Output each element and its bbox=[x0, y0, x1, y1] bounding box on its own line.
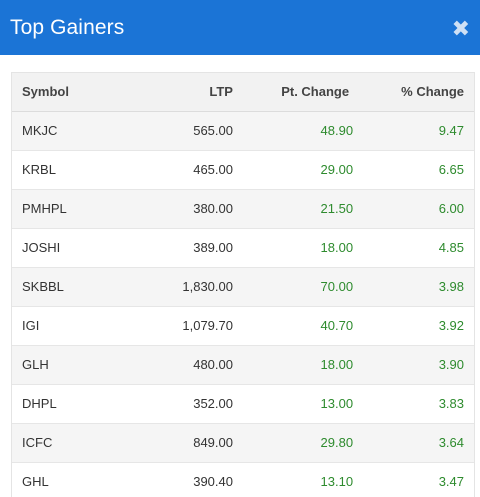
gainers-table-container: Symbol LTP Pt. Change % Change MKJC 565.… bbox=[11, 72, 475, 497]
cell-pct-change: 6.00 bbox=[438, 201, 464, 216]
table-row[interactable]: ICFC 849.00 29.80 3.64 bbox=[12, 423, 474, 462]
cell-pt-change: 21.50 bbox=[320, 201, 354, 216]
cell-pct-change: 3.64 bbox=[438, 435, 464, 450]
cell-ltp: 389.00 bbox=[193, 240, 233, 255]
cell-symbol: MKJC bbox=[22, 123, 58, 138]
cell-pct-change: 3.83 bbox=[438, 396, 464, 411]
cell-ltp: 390.40 bbox=[193, 474, 233, 490]
cell-pt-change: 18.00 bbox=[320, 240, 354, 255]
table-row[interactable]: GLH 480.00 18.00 3.90 bbox=[12, 345, 474, 384]
close-icon[interactable]: ✖ bbox=[451, 15, 470, 41]
cell-pct-change: 9.47 bbox=[438, 123, 464, 138]
table-row[interactable]: MKJC 565.00 48.90 9.47 bbox=[12, 111, 474, 150]
table-row[interactable]: JOSHI 389.00 18.00 4.85 bbox=[12, 228, 474, 267]
cell-symbol: DHPL bbox=[22, 396, 57, 411]
cell-pt-change: 48.90 bbox=[320, 123, 354, 138]
cell-ltp: 480.00 bbox=[193, 357, 233, 372]
cell-pct-change: 3.92 bbox=[438, 318, 464, 333]
cell-symbol: SKBBL bbox=[22, 279, 64, 294]
cell-ltp: 465.00 bbox=[193, 162, 233, 177]
cell-symbol: ICFC bbox=[22, 435, 53, 450]
table-row[interactable]: GHL 390.40 13.10 3.47 bbox=[12, 462, 474, 497]
cell-pt-change: 18.00 bbox=[320, 357, 354, 372]
cell-pt-change: 13.00 bbox=[320, 396, 354, 411]
cell-pct-change: 4.85 bbox=[438, 240, 464, 255]
column-header-pt-change[interactable]: Pt. Change bbox=[242, 73, 364, 112]
modal-header: Top Gainers ✖ bbox=[0, 0, 480, 55]
column-header-ltp[interactable]: LTP bbox=[141, 73, 243, 112]
cell-pt-change: 70.00 bbox=[320, 279, 354, 294]
column-header-symbol[interactable]: Symbol bbox=[12, 73, 142, 112]
cell-symbol: GHL bbox=[22, 474, 49, 490]
cell-pct-change: 3.90 bbox=[438, 357, 464, 372]
table-row[interactable]: PMHPL 380.00 21.50 6.00 bbox=[12, 189, 474, 228]
cell-pt-change: 29.00 bbox=[320, 162, 354, 177]
cell-pct-change: 3.98 bbox=[438, 279, 464, 294]
cell-ltp: 565.00 bbox=[193, 123, 233, 138]
cell-pt-change: 40.70 bbox=[320, 318, 354, 333]
cell-ltp: 352.00 bbox=[193, 396, 233, 411]
cell-pct-change: 6.65 bbox=[438, 162, 464, 177]
column-header-pct-change[interactable]: % Change bbox=[363, 73, 474, 112]
gainers-table: Symbol LTP Pt. Change % Change MKJC 565.… bbox=[12, 73, 474, 497]
cell-symbol: GLH bbox=[22, 357, 49, 372]
cell-pt-change: 29.80 bbox=[320, 435, 354, 450]
cell-pct-change: 3.47 bbox=[438, 474, 464, 490]
table-row[interactable]: DHPL 352.00 13.00 3.83 bbox=[12, 384, 474, 423]
cell-ltp: 849.00 bbox=[193, 435, 233, 450]
cell-pt-change: 13.10 bbox=[320, 474, 354, 490]
cell-ltp: 1,079.70 bbox=[182, 318, 233, 333]
cell-ltp: 380.00 bbox=[193, 201, 233, 216]
table-row[interactable]: IGI 1,079.70 40.70 3.92 bbox=[12, 306, 474, 345]
table-row[interactable]: SKBBL 1,830.00 70.00 3.98 bbox=[12, 267, 474, 306]
table-row[interactable]: KRBL 465.00 29.00 6.65 bbox=[12, 150, 474, 189]
cell-symbol: IGI bbox=[22, 318, 40, 333]
cell-symbol: PMHPL bbox=[22, 201, 67, 216]
cell-symbol: JOSHI bbox=[22, 240, 61, 255]
cell-symbol: KRBL bbox=[22, 162, 56, 177]
table-header-row: Symbol LTP Pt. Change % Change bbox=[12, 73, 474, 112]
modal-title: Top Gainers bbox=[10, 15, 125, 39]
cell-ltp: 1,830.00 bbox=[182, 279, 233, 294]
